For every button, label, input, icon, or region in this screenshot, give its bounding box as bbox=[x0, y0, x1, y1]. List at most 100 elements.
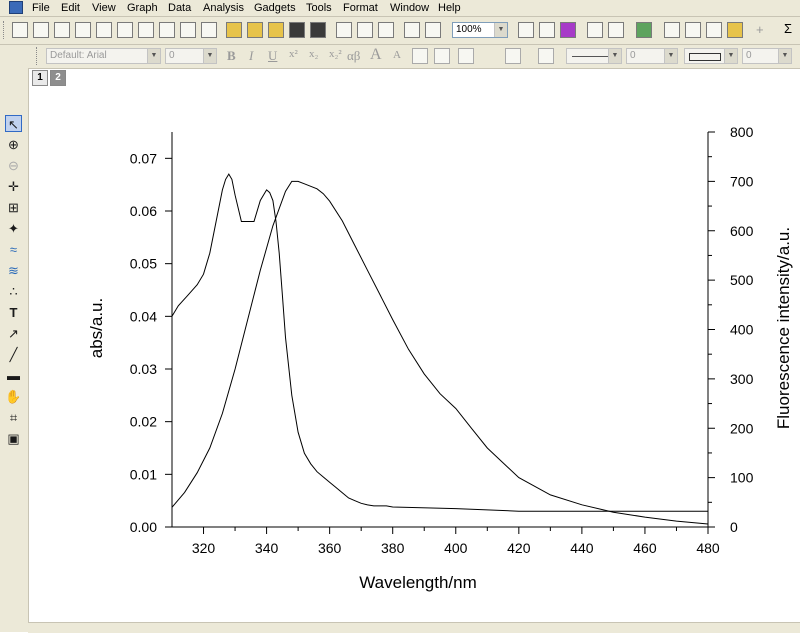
script-window-icon[interactable] bbox=[706, 22, 722, 38]
open-icon[interactable] bbox=[226, 22, 242, 38]
message-log-icon[interactable] bbox=[664, 22, 680, 38]
zoom-select[interactable]: 100% ▼ bbox=[452, 22, 508, 38]
page-tab-1[interactable]: 1 bbox=[32, 70, 48, 86]
line-icon[interactable]: ╱ bbox=[9, 347, 18, 362]
hand-icon[interactable]: ✋ bbox=[5, 389, 22, 404]
sigma-icon[interactable]: Σ bbox=[784, 21, 793, 36]
region-icon[interactable]: ⌗ bbox=[9, 410, 18, 425]
greek-button[interactable]: αβ bbox=[347, 48, 361, 63]
center-align-icon[interactable] bbox=[434, 48, 450, 64]
new-function-icon[interactable] bbox=[138, 22, 154, 38]
y-right-tick-label: 0 bbox=[730, 519, 738, 535]
menu-graph[interactable]: Graph bbox=[127, 2, 158, 14]
left-align-icon[interactable] bbox=[412, 48, 428, 64]
recalculate-icon[interactable] bbox=[404, 22, 420, 38]
print-icon[interactable] bbox=[518, 22, 534, 38]
import-single-icon[interactable] bbox=[336, 22, 352, 38]
scatter-points-icon[interactable]: ∴ bbox=[9, 284, 18, 299]
zoom-in-icon[interactable]: ⊕ bbox=[8, 137, 19, 152]
fill-color-icon[interactable] bbox=[505, 48, 521, 64]
increase-font-button[interactable]: A bbox=[370, 46, 382, 63]
save-project-icon[interactable] bbox=[289, 22, 305, 38]
x-tick-label: 340 bbox=[255, 540, 279, 556]
underline-button[interactable]: U bbox=[268, 48, 278, 63]
rectangle-icon[interactable]: ▬ bbox=[7, 368, 20, 383]
line-width-select[interactable]: 0 ▼ bbox=[626, 48, 678, 64]
zoom-window-icon[interactable]: ▣ bbox=[7, 431, 20, 446]
import-wizard-icon[interactable] bbox=[378, 22, 394, 38]
menu-window[interactable]: Window bbox=[390, 2, 430, 14]
copy-page-icon[interactable] bbox=[539, 22, 555, 38]
new-layout-icon[interactable] bbox=[159, 22, 175, 38]
page-tab-2[interactable]: 2 bbox=[50, 70, 66, 86]
decrease-font-button[interactable]: A bbox=[393, 49, 401, 61]
new-project-icon[interactable] bbox=[12, 22, 28, 38]
pointer-icon[interactable]: ↖ bbox=[5, 115, 22, 132]
settings-gear-icon[interactable] bbox=[727, 22, 743, 38]
text-tool-icon[interactable]: T bbox=[9, 305, 18, 320]
menu-bar: File Edit View Graph Data Analysis Gadge… bbox=[0, 0, 800, 17]
app-icon[interactable] bbox=[9, 1, 23, 14]
border-style-select[interactable]: ▼ bbox=[684, 48, 738, 64]
axis-ticks: 320 340 360 380 400 420 440 460 480 0.00 0.01 0.02 0… bbox=[130, 124, 754, 556]
open-excel-icon[interactable] bbox=[268, 22, 284, 38]
add-column-icon[interactable]: + bbox=[756, 22, 764, 37]
y-axis-right-label: Fluorescence intensity/a.u. bbox=[774, 227, 793, 429]
menu-format[interactable]: Format bbox=[343, 2, 378, 14]
border-width-select[interactable]: 0 ▼ bbox=[742, 48, 792, 64]
new-notes-icon[interactable] bbox=[180, 22, 196, 38]
line-width-value: 0 bbox=[630, 50, 636, 61]
x-tick-label: 360 bbox=[318, 540, 342, 556]
refresh-icon[interactable] bbox=[560, 22, 576, 38]
project-explorer-icon[interactable] bbox=[636, 22, 652, 38]
new-script-icon[interactable] bbox=[201, 22, 217, 38]
y-left-tick-label: 0.01 bbox=[130, 466, 157, 482]
menu-analysis[interactable]: Analysis bbox=[203, 2, 244, 14]
menu-help[interactable]: Help bbox=[438, 2, 461, 14]
mask-icon[interactable]: ≈ bbox=[9, 242, 18, 257]
subscript-button[interactable]: x₂ bbox=[309, 48, 319, 60]
new-graph-icon[interactable] bbox=[75, 22, 91, 38]
x-tick-label: 320 bbox=[192, 540, 216, 556]
data-selector-icon[interactable]: ⊞ bbox=[8, 200, 19, 215]
chevron-down-icon: ▼ bbox=[147, 49, 160, 63]
save-template-icon[interactable] bbox=[310, 22, 326, 38]
zoom-out-icon[interactable]: ⊖ bbox=[8, 158, 19, 173]
line-color-icon[interactable] bbox=[538, 48, 554, 64]
y-left-tick-label: 0.03 bbox=[130, 361, 157, 377]
menu-tools[interactable]: Tools bbox=[306, 2, 332, 14]
y-right-tick-label: 500 bbox=[730, 272, 754, 288]
bold-button[interactable]: B bbox=[227, 48, 236, 63]
font-select[interactable]: Default: Arial ▼ bbox=[46, 48, 161, 64]
supersubscript-button[interactable]: x₂² bbox=[329, 48, 342, 60]
new-worksheet-icon[interactable] bbox=[54, 22, 70, 38]
line-style-select[interactable]: ▼ bbox=[566, 48, 622, 64]
italic-button[interactable]: I bbox=[249, 48, 254, 63]
font-color-icon[interactable] bbox=[458, 48, 474, 64]
superscript-button[interactable]: x² bbox=[289, 48, 298, 60]
arrow-icon[interactable]: ↗ bbox=[8, 326, 19, 341]
open-template-icon[interactable] bbox=[247, 22, 263, 38]
screen-reader-icon[interactable]: ✛ bbox=[8, 179, 19, 194]
menu-data[interactable]: Data bbox=[168, 2, 192, 14]
toolbar-grip[interactable] bbox=[3, 21, 6, 39]
run-icon[interactable] bbox=[425, 22, 441, 38]
new-matrix-icon[interactable] bbox=[96, 22, 112, 38]
results-log-icon[interactable] bbox=[608, 22, 624, 38]
y-right-tick-label: 400 bbox=[730, 322, 754, 338]
graph-frame bbox=[171, 132, 709, 528]
code-builder-icon[interactable] bbox=[587, 22, 603, 38]
new-folder-icon[interactable] bbox=[33, 22, 49, 38]
command-window-icon[interactable] bbox=[685, 22, 701, 38]
toolbar-grip[interactable] bbox=[36, 47, 39, 65]
menu-edit[interactable]: Edit bbox=[61, 2, 80, 14]
menu-file[interactable]: File bbox=[32, 2, 50, 14]
draw-data-icon[interactable]: ≋ bbox=[8, 263, 19, 278]
data-reader-icon[interactable]: ✦ bbox=[8, 221, 19, 236]
menu-gadgets[interactable]: Gadgets bbox=[254, 2, 296, 14]
font-size-select[interactable]: 0 ▼ bbox=[165, 48, 217, 64]
import-multiple-icon[interactable] bbox=[357, 22, 373, 38]
y-right-tick-label: 700 bbox=[730, 173, 754, 189]
menu-view[interactable]: View bbox=[92, 2, 116, 14]
new-excel-icon[interactable] bbox=[117, 22, 133, 38]
